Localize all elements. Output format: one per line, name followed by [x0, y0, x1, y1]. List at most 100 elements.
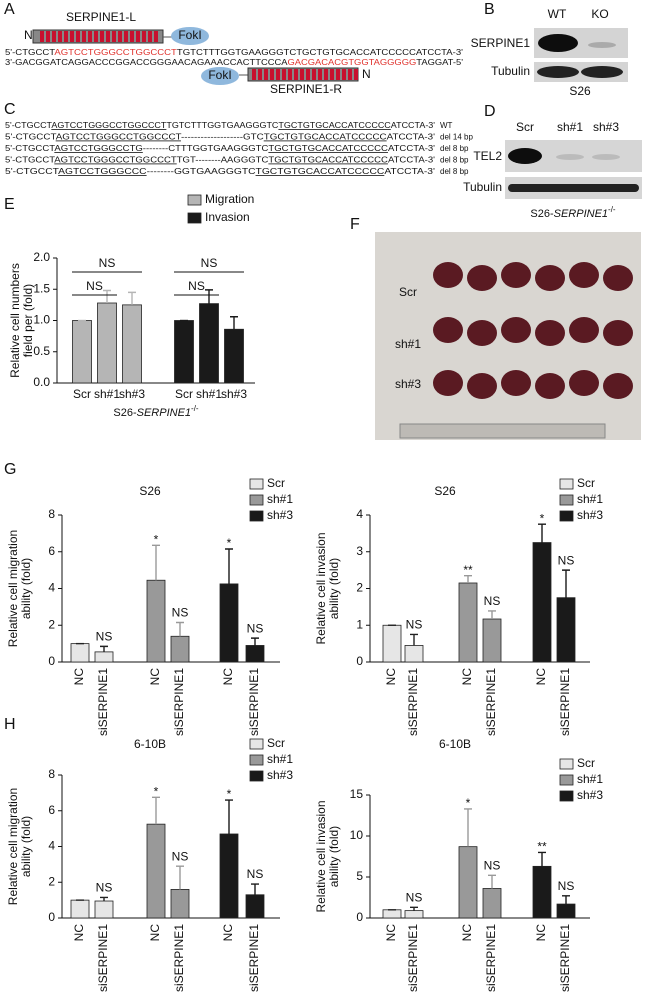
liver: [467, 320, 497, 346]
sequence-part: ATCCTA-3': [391, 121, 436, 130]
y-tick-label: 10: [350, 828, 364, 842]
sequence: 5'-CTGCCT AGTCCTGGGCCTG --------CTTTGGTGAA…: [5, 144, 436, 153]
repeat: [348, 69, 352, 80]
liver: [603, 320, 633, 346]
legend-label: sh#3: [267, 768, 293, 782]
sequence-part: ATCCTA-3': [388, 156, 436, 165]
error-bar: [464, 574, 472, 583]
sequence-part: 5'-CTGCCT: [5, 167, 59, 176]
annotation: NS: [484, 594, 501, 608]
legend-swatch: [559, 758, 574, 770]
y-axis-label: Relative cell migration: [6, 788, 20, 905]
panel-letter: G: [4, 461, 16, 478]
bar: [532, 865, 552, 919]
error-bar: [128, 291, 136, 305]
legend-swatch: [559, 478, 574, 490]
liver: [535, 320, 565, 346]
sequence-part: AGTCCTGGGCCTGGCCCT: [54, 48, 177, 57]
chart-title: 6-10B: [439, 737, 471, 751]
x-tick-label: NC: [221, 668, 235, 686]
y-tick-label: 1.0: [33, 313, 50, 327]
x-tick-label: NC: [72, 924, 86, 942]
annotation: NS: [247, 621, 264, 635]
band: [592, 154, 620, 160]
sequence-part: 5'-CTGCCT: [5, 121, 52, 130]
bar: [556, 597, 576, 663]
y-tick-label: 0: [48, 910, 55, 924]
error-bar: [562, 569, 570, 598]
y-tick-label: 1: [356, 617, 363, 631]
y-axis-label: Relative cell migration: [6, 530, 20, 647]
error-bar: [488, 874, 496, 889]
legend-swatch: [187, 212, 202, 224]
y-tick-label: 2: [356, 581, 363, 595]
liver: [569, 317, 599, 343]
repeat: [288, 69, 292, 80]
repeat: [94, 31, 98, 42]
error-bar: [251, 637, 259, 646]
bar: [482, 618, 502, 663]
bracket-label: NS: [201, 256, 218, 270]
liver: [603, 373, 633, 399]
error-bar: [410, 906, 418, 911]
liver: [433, 317, 463, 343]
sequence-part: 5'-CTGCCT: [5, 144, 55, 153]
annotation: **: [463, 563, 473, 577]
y-axis-label: ability (fold): [19, 816, 33, 877]
y-tick-label: 0: [48, 654, 55, 668]
error-bar: [410, 633, 418, 646]
repeat: [252, 69, 256, 80]
label: N: [24, 28, 33, 42]
x-tick-label: NC: [534, 668, 548, 686]
x-tick-label: sh#1: [94, 387, 120, 401]
x-tick-label: siSERPINE1: [484, 924, 498, 992]
row-label: sh#3: [395, 377, 421, 391]
sequence-part: AGTCCTGGGCCTGGCCCT: [54, 156, 177, 165]
repeat: [354, 69, 358, 80]
repeat: [130, 31, 134, 42]
x-tick-label: siSERPINE1: [558, 668, 572, 736]
y-axis-label: ability (fold): [19, 558, 33, 619]
repeat: [142, 31, 146, 42]
legend-swatch: [249, 478, 264, 490]
y-tick-label: 2.0: [33, 250, 50, 264]
bar: [72, 320, 92, 384]
liver: [535, 265, 565, 291]
repeat: [76, 31, 80, 42]
sequence: 5'-CTGCCT AGTCCTGGGCCC --------GGTGAAGGGTC…: [5, 167, 436, 176]
sequence-part: 5'-CTGCCT: [5, 133, 57, 142]
x-tick-label: siSERPINE1: [406, 668, 420, 736]
panel-letter: A: [4, 1, 15, 18]
x-tick-label: NC: [384, 924, 398, 942]
x-tick-label: siSERPINE1: [96, 668, 110, 736]
legend-label: Scr: [267, 476, 285, 490]
panel-letter: F: [350, 216, 360, 233]
ruler: [399, 423, 606, 439]
tale-repeats: [252, 69, 358, 80]
row-label: SERPINE1: [471, 36, 531, 50]
repeat: [318, 69, 322, 80]
bar: [245, 894, 265, 919]
legend-swatch: [249, 770, 264, 782]
sequence-part: TGCTGTGCACCATCCCCC: [268, 156, 388, 165]
sequence-part: TGT--------AAGGGTC: [177, 156, 269, 165]
y-tick-label: 0.0: [33, 375, 50, 389]
band: [508, 148, 542, 164]
x-tick-label: siSERPINE1: [247, 668, 261, 736]
repeat: [324, 69, 328, 80]
sequence: 5'-CTGCCT AGTCCTGGGCCTGGCCCT TGT--------AA…: [5, 156, 436, 165]
bar: [70, 643, 90, 663]
bracket-label: NS: [188, 279, 205, 293]
caption-part: S26-: [530, 208, 554, 220]
legend-label: sh#3: [577, 788, 603, 802]
tag: del 8 bp: [440, 156, 469, 165]
y-axis-label: ability (fold): [327, 826, 341, 887]
y-tick-label: 0.5: [33, 344, 50, 358]
legend-label: sh#3: [267, 508, 293, 522]
annotation: NS: [484, 859, 501, 873]
legend-label: Migration: [205, 192, 254, 206]
y-tick-label: 8: [48, 767, 55, 781]
bracket-label: NS: [86, 279, 103, 293]
sequence-part: AGTCCTGGGCCTG: [54, 144, 142, 153]
column-label: Scr: [516, 120, 534, 134]
